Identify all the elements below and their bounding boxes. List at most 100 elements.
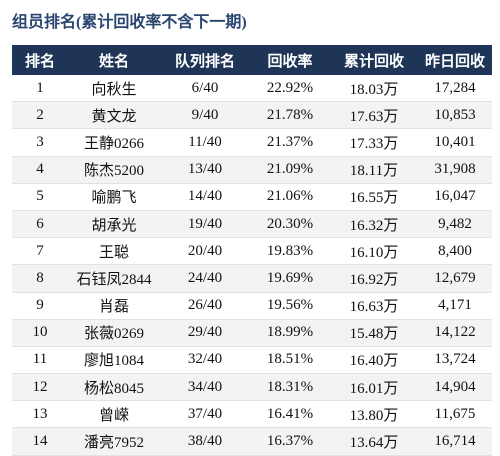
header-cell: 昨日回收 — [418, 45, 492, 75]
table-cell: 10 — [12, 319, 68, 347]
table-row: 7 王聪 20/40 19.83% 16.10万 8,400 — [12, 237, 492, 266]
table-cell: 18.03万 — [330, 75, 418, 103]
header-cell: 排名 — [12, 45, 68, 75]
table-cell: 胡承光 — [68, 210, 160, 239]
table-cell: 20.30% — [250, 210, 330, 239]
table-cell: 12 — [12, 373, 68, 402]
table-cell: 16.63万 — [330, 292, 418, 320]
table-cell: 26/40 — [160, 292, 250, 320]
table-cell: 陈杰5200 — [68, 156, 160, 184]
table-cell: 5 — [12, 183, 68, 211]
table-cell: 12,679 — [418, 264, 492, 293]
header-row: 排名 姓名 队列排名 回收率 累计回收 昨日回收 — [12, 45, 492, 75]
table-cell: 11 — [12, 346, 68, 375]
table-cell: 11,675 — [418, 400, 492, 429]
ranking-table: 排名 姓名 队列排名 回收率 累计回收 昨日回收 1 向秋生 6/40 22.92% 18.03万… — [12, 45, 492, 456]
table-cell: 32/40 — [160, 346, 250, 375]
table-cell: 9,482 — [418, 210, 492, 239]
table-cell: 16.40万 — [330, 346, 418, 375]
table-cell: 13,724 — [418, 346, 492, 375]
table-row: 1 向秋生 6/40 22.92% 18.03万 17,284 — [12, 75, 492, 103]
table-cell: 曾嵘 — [68, 400, 160, 429]
table-row: 8 石钰凤2844 24/40 19.69% 16.92万 12,679 — [12, 264, 492, 293]
table-cell: 向秋生 — [68, 75, 160, 103]
table-cell: 喻鹏飞 — [68, 183, 160, 211]
table-cell: 18.11万 — [330, 156, 418, 184]
table-cell: 16.92万 — [330, 264, 418, 293]
table-cell: 14/40 — [160, 183, 250, 211]
table-row: 3 王静0266 11/40 21.37% 17.33万 10,401 — [12, 128, 492, 157]
header-cell: 姓名 — [68, 45, 160, 75]
table-row: 11 廖旭1084 32/40 18.51% 16.40万 13,724 — [12, 346, 492, 375]
table-cell: 11/40 — [160, 128, 250, 157]
table-cell: 37/40 — [160, 400, 250, 429]
table-row: 4 陈杰5200 13/40 21.09% 18.11万 31,908 — [12, 156, 492, 184]
table-cell: 3 — [12, 128, 68, 157]
table-cell: 6 — [12, 210, 68, 239]
table-cell: 34/40 — [160, 373, 250, 402]
table-cell: 13.80万 — [330, 400, 418, 429]
table-cell: 16.01万 — [330, 373, 418, 402]
table-cell: 29/40 — [160, 319, 250, 347]
table-cell: 19.69% — [250, 264, 330, 293]
table-cell: 4,171 — [418, 292, 492, 320]
table-cell: 17.63万 — [330, 101, 418, 130]
table-row: 10 张薇0269 29/40 18.99% 15.48万 14,122 — [12, 319, 492, 347]
table-cell: 16.55万 — [330, 183, 418, 211]
table-row: 6 胡承光 19/40 20.30% 16.32万 9,482 — [12, 210, 492, 239]
table-cell: 14,904 — [418, 373, 492, 402]
table-body: 1 向秋生 6/40 22.92% 18.03万 17,284 2 黄文龙 9/40 21.78%… — [12, 75, 492, 456]
table-cell: 杨松8045 — [68, 373, 160, 402]
table-cell: 21.37% — [250, 128, 330, 157]
table-cell: 10,853 — [418, 101, 492, 130]
table-cell: 20/40 — [160, 237, 250, 266]
table-cell: 16,047 — [418, 183, 492, 211]
table-cell: 22.92% — [250, 75, 330, 103]
table-cell: 21.78% — [250, 101, 330, 130]
table-cell: 黄文龙 — [68, 101, 160, 130]
table-cell: 10,401 — [418, 128, 492, 157]
table-cell: 21.06% — [250, 183, 330, 211]
table-row: 12 杨松8045 34/40 18.31% 16.01万 14,904 — [12, 373, 492, 402]
table-cell: 7 — [12, 237, 68, 266]
table-cell: 8,400 — [418, 237, 492, 266]
table-cell: 17,284 — [418, 75, 492, 103]
table-cell: 16.41% — [250, 400, 330, 429]
table-cell: 24/40 — [160, 264, 250, 293]
table-row: 13 曾嵘 37/40 16.41% 13.80万 11,675 — [12, 400, 492, 429]
table-cell: 8 — [12, 264, 68, 293]
table-cell: 18.31% — [250, 373, 330, 402]
table-cell: 31,908 — [418, 156, 492, 184]
table-row: 5 喻鹏飞 14/40 21.06% 16.55万 16,047 — [12, 183, 492, 211]
table-cell: 21.09% — [250, 156, 330, 184]
table-cell: 王静0266 — [68, 128, 160, 157]
table-cell: 19/40 — [160, 210, 250, 239]
table-cell: 18.51% — [250, 346, 330, 375]
header-cell: 累计回收 — [330, 45, 418, 75]
table-cell: 1 — [12, 75, 68, 103]
table-cell: 16.32万 — [330, 210, 418, 239]
page: 组员排名(累计回收率不含下一期) 排名 姓名 队列排名 回收率 累计回收 昨日回收 1 向秋… — [12, 14, 492, 456]
table-cell: 2 — [12, 101, 68, 130]
table-cell: 18.99% — [250, 319, 330, 347]
table-cell: 16.10万 — [330, 237, 418, 266]
table-cell: 肖磊 — [68, 292, 160, 320]
table-cell: 廖旭1084 — [68, 346, 160, 375]
table-cell: 17.33万 — [330, 128, 418, 157]
table-cell: 19.83% — [250, 237, 330, 266]
table-cell: 张薇0269 — [68, 319, 160, 347]
table-cell: 王聪 — [68, 237, 160, 266]
table-cell: 13 — [12, 400, 68, 429]
header-cell: 队列排名 — [160, 45, 250, 75]
table-row: 2 黄文龙 9/40 21.78% 17.63万 10,853 — [12, 101, 492, 130]
table-cell: 14,122 — [418, 319, 492, 347]
table-cell: 13/40 — [160, 156, 250, 184]
table-cell: 9/40 — [160, 101, 250, 130]
table-row: 9 肖磊 26/40 19.56% 16.63万 4,171 — [12, 292, 492, 320]
table-cell: 15.48万 — [330, 319, 418, 347]
header-cell: 回收率 — [250, 45, 330, 75]
table-cell: 石钰凤2844 — [68, 264, 160, 293]
table-cell: 19.56% — [250, 292, 330, 320]
table-cell: 6/40 — [160, 75, 250, 103]
table-cell: 4 — [12, 156, 68, 184]
